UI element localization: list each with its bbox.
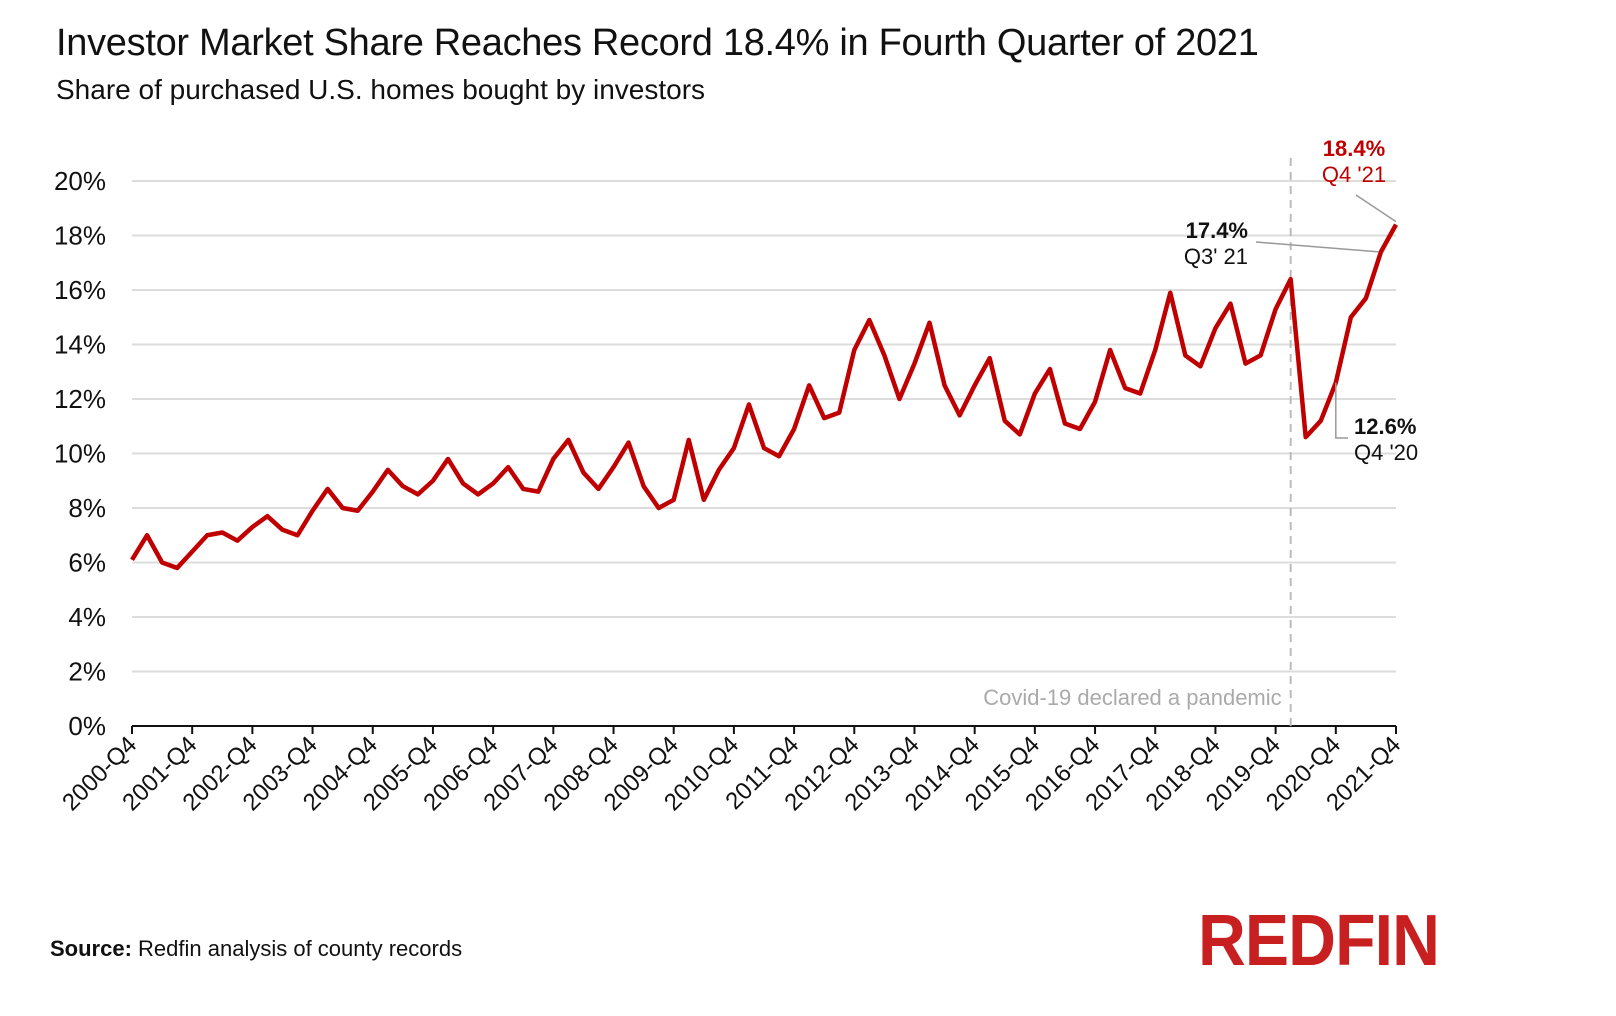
source-text: Redfin analysis of county records (131, 936, 463, 961)
y-tick-label: 0% (68, 711, 106, 741)
y-tick-label: 20% (54, 166, 106, 196)
y-tick-label: 18% (54, 221, 106, 251)
y-tick-label: 6% (68, 548, 106, 578)
annotation-value: 18.4% (1323, 136, 1385, 161)
y-tick-label: 14% (54, 330, 106, 360)
line-chart: 0%2%4%6%8%10%12%14%16%18%20%2000-Q42001-… (54, 136, 1418, 816)
y-tick-label: 4% (68, 602, 106, 632)
y-tick-label: 8% (68, 493, 106, 523)
y-tick-label: 2% (68, 657, 106, 687)
annotation-label: Q4 '21 (1322, 162, 1386, 187)
y-tick-label: 12% (54, 384, 106, 414)
annotation-leader (1255, 241, 1380, 253)
redfin-logo: REDFIN (1198, 901, 1440, 981)
y-tick-label: 16% (54, 275, 106, 305)
annotation-leader (1335, 382, 1348, 439)
source-note: Source: Redfin analysis of county record… (50, 936, 462, 962)
chart-title: Investor Market Share Reaches Record 18.… (56, 22, 1259, 64)
source-label: Source: (50, 936, 132, 961)
annotation-leader (1355, 194, 1397, 223)
annotation-label: Q4 '20 (1354, 440, 1418, 465)
annotation-value: 12.6% (1354, 414, 1416, 439)
annotation-value: 17.4% (1186, 218, 1248, 243)
annotation-label: Q3' 21 (1184, 244, 1248, 269)
series-line (130, 223, 1398, 571)
y-tick-label: 10% (54, 439, 106, 469)
chart-subtitle: Share of purchased U.S. homes bought by … (56, 74, 706, 105)
pandemic-reference-label: Covid-19 declared a pandemic (983, 685, 1281, 710)
